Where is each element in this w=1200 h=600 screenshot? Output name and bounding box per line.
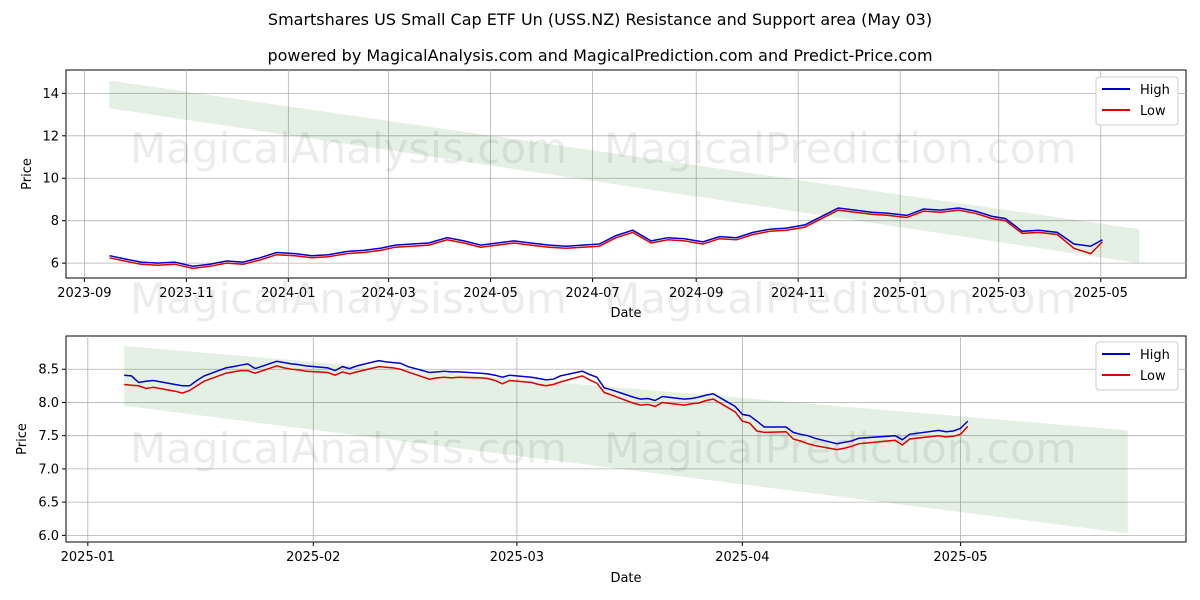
bottom-low-series-line <box>124 365 969 451</box>
top-x-tick-label: 2025-03 <box>972 286 1026 301</box>
top-x-ticks: 2023-09 2023-11 2024-01 2024-03 2024-05 2024-… <box>57 278 1128 301</box>
top-x-tick-label: 2024-07 <box>565 286 619 301</box>
bottom-support-resistance-band <box>124 345 1128 534</box>
bottom-x-tick-label: 2025-02 <box>286 550 340 565</box>
bottom-legend-high-label: High <box>1140 348 1170 363</box>
top-legend: High Low <box>1095 76 1179 126</box>
top-y-ticks: 6 8 10 12 14 <box>42 87 66 272</box>
top-legend-low-label: Low <box>1140 104 1166 119</box>
bottom-legend-low-label: Low <box>1140 369 1166 384</box>
bottom-x-tick-label: 2025-04 <box>715 550 769 565</box>
bottom-y-tick-label: 8.0 <box>38 396 59 411</box>
bottom-y-axis-label: Price <box>15 423 30 455</box>
watermark-analysis-mid: MagicalAnalysis.com <box>130 274 567 323</box>
top-x-tick-label: 2023-11 <box>159 286 213 301</box>
chart-subtitle: powered by MagicalAnalysis.com and Magic… <box>267 46 933 65</box>
watermark-analysis-top: MagicalAnalysis.com <box>130 124 567 173</box>
watermark-analysis-bottom: MagicalAnalysis.com <box>130 424 567 473</box>
bottom-chart-panel: MagicalAnalysis.com MagicalPrediction.co… <box>15 335 1187 586</box>
top-x-tick-label: 2023-09 <box>57 286 111 301</box>
bottom-y-tick-label: 6.5 <box>38 496 59 511</box>
top-x-tick-label: 2024-11 <box>771 286 825 301</box>
top-y-tick-label: 6 <box>51 257 59 272</box>
bottom-plot-area <box>65 335 1187 543</box>
top-x-tick-label: 2025-01 <box>873 286 927 301</box>
bottom-high-series-line <box>124 359 969 445</box>
bottom-x-axis-label: Date <box>610 571 641 586</box>
top-x-tick-label: 2024-01 <box>261 286 315 301</box>
top-y-tick-label: 10 <box>42 172 59 187</box>
top-x-axis-label: Date <box>610 306 641 321</box>
bottom-x-tick-label: 2025-03 <box>490 550 544 565</box>
top-x-tick-label: 2025-05 <box>1074 286 1128 301</box>
top-y-tick-label: 12 <box>42 129 59 144</box>
bottom-x-tick-label: 2025-01 <box>61 550 115 565</box>
bottom-y-ticks: 6.0 6.5 7.0 7.5 8.0 8.5 <box>38 363 66 544</box>
top-x-tick-label: 2024-03 <box>361 286 415 301</box>
bottom-x-ticks: 2025-01 2025-02 2025-03 2025-04 2025-05 <box>61 542 988 565</box>
bottom-x-tick-label: 2025-05 <box>933 550 987 565</box>
top-support-resistance-band <box>109 80 1140 264</box>
top-x-tick-label: 2024-09 <box>669 286 723 301</box>
top-x-tick-label: 2024-05 <box>463 286 517 301</box>
bottom-y-tick-label: 8.5 <box>38 363 59 378</box>
watermark-prediction-mid: MagicalPrediction.com <box>604 274 1077 323</box>
top-legend-high-label: High <box>1140 83 1170 98</box>
chart-title: Smartshares US Small Cap ETF Un (USS.NZ)… <box>267 10 933 29</box>
top-y-axis-label: Price <box>20 158 35 190</box>
top-y-tick-label: 14 <box>42 87 59 102</box>
bottom-y-tick-label: 6.0 <box>38 529 59 544</box>
bottom-grid <box>66 336 1186 542</box>
top-y-tick-label: 8 <box>51 214 59 229</box>
bottom-legend: High Low <box>1095 341 1179 391</box>
top-plot-area <box>65 69 1187 279</box>
bottom-y-tick-label: 7.0 <box>38 462 59 477</box>
top-chart-panel: MagicalAnalysis.com MagicalPrediction.co… <box>20 69 1187 323</box>
bottom-y-tick-label: 7.5 <box>38 429 59 444</box>
watermark-prediction-top: MagicalPrediction.com <box>604 124 1077 173</box>
top-low-series-line <box>109 209 1103 270</box>
top-high-series-line <box>109 207 1103 268</box>
top-grid <box>66 70 1186 278</box>
